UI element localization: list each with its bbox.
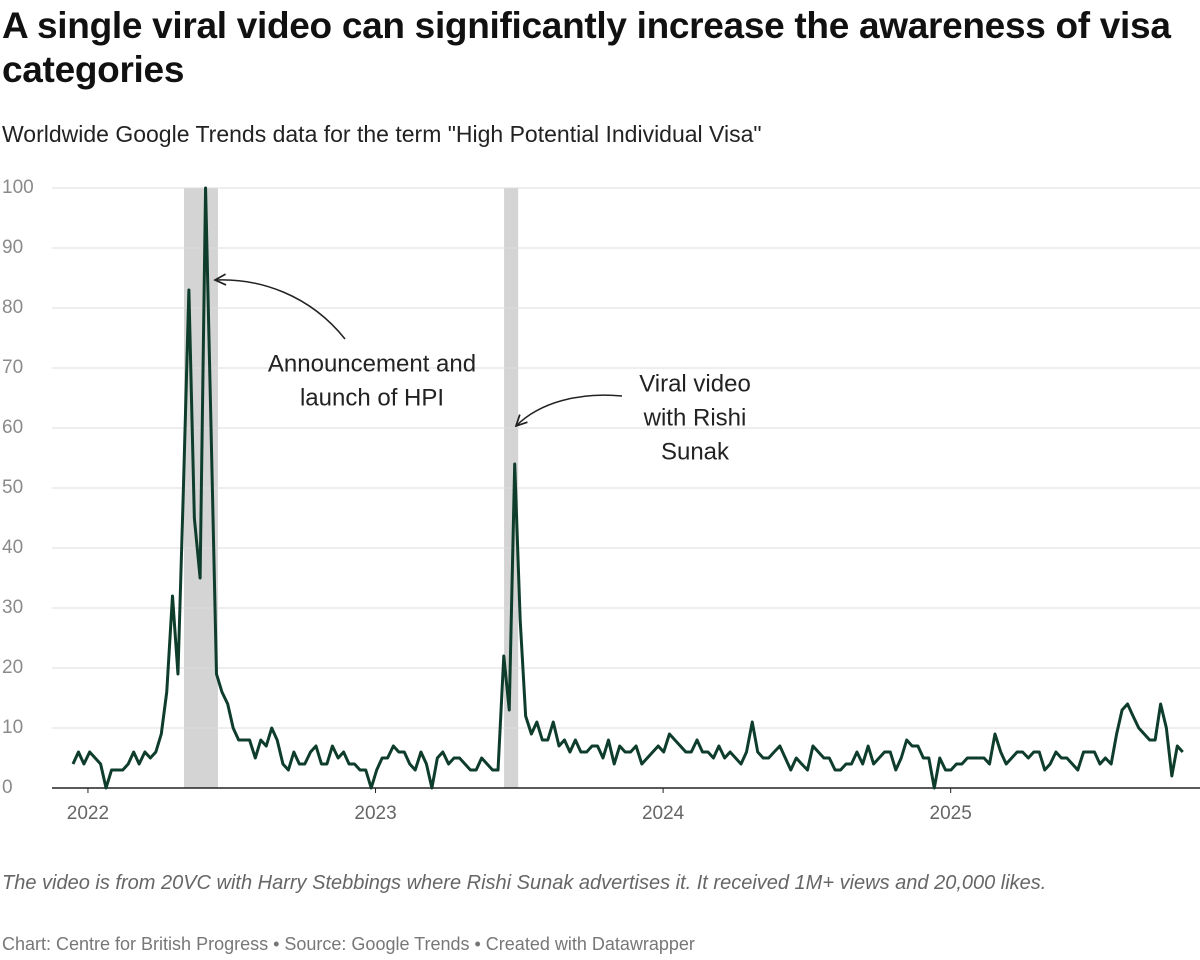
x-tick-label: 2025: [930, 803, 972, 824]
chart: 0 10 20 30 40 50 60 70 80 90 100 2022 2023 2024 2025 A…: [2, 177, 1200, 824]
annotation-text: Viral video: [639, 370, 751, 397]
y-tick-label: 0: [2, 777, 13, 798]
x-tick-label: 2023: [354, 803, 396, 824]
y-tick-label: 80: [2, 297, 23, 318]
y-tick-label: 60: [2, 417, 23, 438]
x-tick-label: 2022: [67, 803, 109, 824]
chart-subtitle: Worldwide Google Trends data for the ter…: [2, 121, 762, 147]
annotation-text: Sunak: [661, 438, 730, 465]
background-layer: 0 10 20 30 40 50 60 70 80 90 100: [2, 177, 1200, 798]
annotation-text: launch of HPI: [300, 384, 444, 411]
y-tick-label: 100: [2, 177, 34, 198]
x-tick-label: 2024: [642, 803, 685, 824]
chart-title: A single viral video can significantly i…: [2, 5, 1171, 90]
y-tick-label: 30: [2, 597, 23, 618]
y-tick-label: 20: [2, 657, 23, 678]
y-tick-label: 70: [2, 357, 23, 378]
foreground-layer: 2022 2023 2024 2025 Announcement and launch o…: [52, 186, 1200, 824]
annotation-arrow: [215, 280, 346, 340]
chart-note: The video is from 20VC with Harry Stebbi…: [2, 872, 1047, 894]
annotation-text: Announcement and: [268, 350, 476, 377]
y-tick-label: 90: [2, 237, 23, 258]
annotation-arrow: [516, 394, 623, 426]
annotation-text: with Rishi: [643, 404, 747, 431]
y-tick-label: 10: [2, 717, 23, 738]
chart-credit: Chart: Centre for British Progress • Sou…: [2, 934, 695, 954]
data-line: [71, 186, 1184, 790]
y-tick-label: 40: [2, 537, 23, 558]
y-tick-label: 50: [2, 477, 23, 498]
